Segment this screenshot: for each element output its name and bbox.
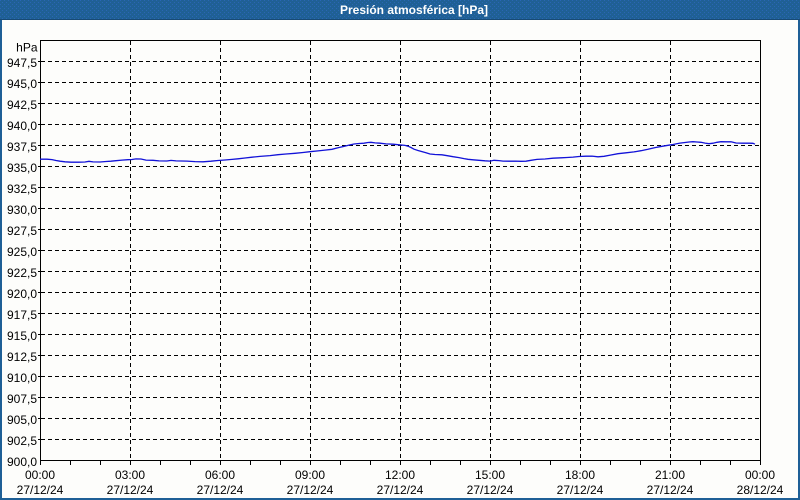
svg-text:905,0: 905,0 [7,413,37,427]
svg-text:900,0: 900,0 [7,455,37,469]
svg-text:27/12/24: 27/12/24 [557,483,604,497]
svg-text:27/12/24: 27/12/24 [377,483,424,497]
svg-text:912,5: 912,5 [7,350,37,364]
svg-text:27/12/24: 27/12/24 [17,483,64,497]
svg-text:922,5: 922,5 [7,266,37,280]
svg-text:920,0: 920,0 [7,287,37,301]
svg-text:935,0: 935,0 [7,161,37,175]
svg-text:925,0: 925,0 [7,245,37,259]
svg-text:27/12/24: 27/12/24 [107,483,154,497]
svg-text:945,0: 945,0 [7,77,37,91]
svg-text:15:00: 15:00 [475,468,505,482]
svg-text:28/12/24: 28/12/24 [737,483,784,497]
svg-text:937,5: 937,5 [7,140,37,154]
svg-text:09:00: 09:00 [295,468,325,482]
svg-text:27/12/24: 27/12/24 [197,483,244,497]
svg-text:00:00: 00:00 [25,468,55,482]
svg-text:27/12/24: 27/12/24 [287,483,334,497]
svg-text:12:00: 12:00 [385,468,415,482]
svg-text:06:00: 06:00 [205,468,235,482]
svg-text:930,0: 930,0 [7,203,37,217]
svg-text:hPa: hPa [16,41,38,55]
svg-text:21:00: 21:00 [655,468,685,482]
svg-text:902,5: 902,5 [7,434,37,448]
svg-text:927,5: 927,5 [7,224,37,238]
svg-text:18:00: 18:00 [565,468,595,482]
svg-text:27/12/24: 27/12/24 [467,483,514,497]
svg-text:942,5: 942,5 [7,98,37,112]
svg-text:27/12/24: 27/12/24 [647,483,694,497]
svg-text:00:00: 00:00 [745,468,775,482]
svg-text:915,0: 915,0 [7,329,37,343]
svg-text:907,5: 907,5 [7,392,37,406]
svg-text:947,5: 947,5 [7,56,37,70]
svg-text:03:00: 03:00 [115,468,145,482]
svg-text:940,0: 940,0 [7,119,37,133]
svg-text:910,0: 910,0 [7,371,37,385]
svg-text:932,5: 932,5 [7,182,37,196]
svg-text:917,5: 917,5 [7,308,37,322]
